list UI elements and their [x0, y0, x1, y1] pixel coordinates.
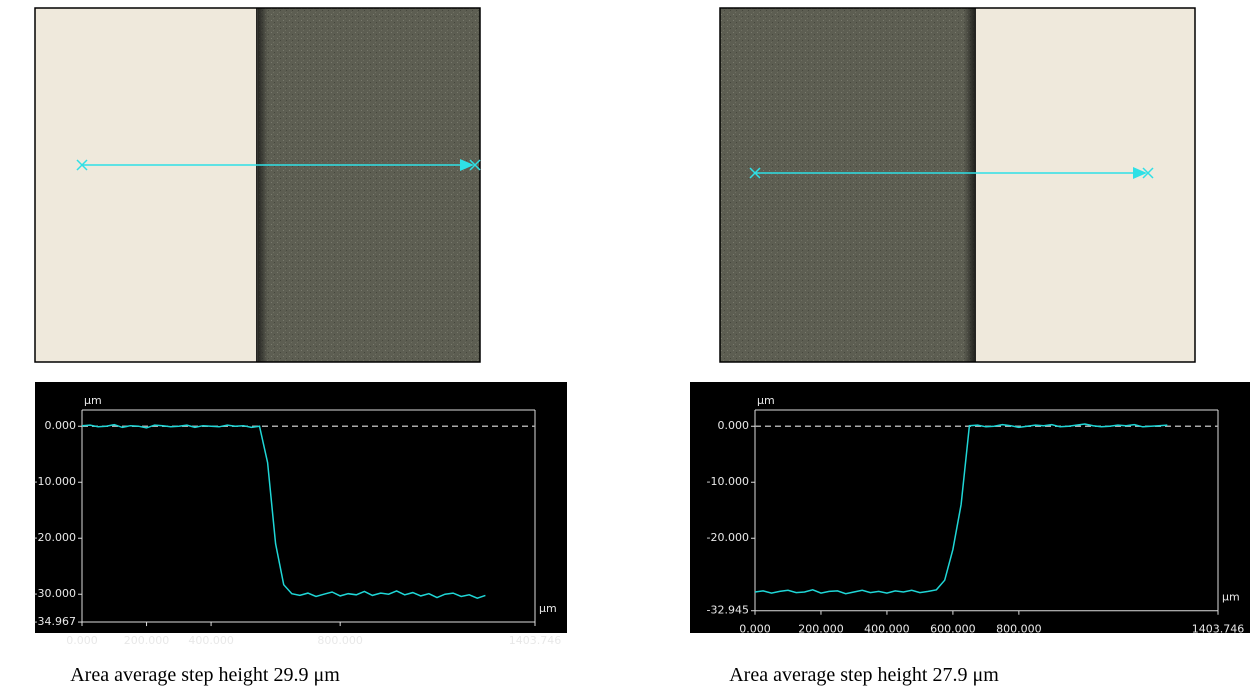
x-tick-label: 0.000 — [66, 634, 98, 647]
y-tick-label: -10.000 — [34, 475, 76, 488]
x-tick-label: 800.000 — [317, 634, 363, 647]
dark-region — [720, 8, 975, 362]
figure: 0.000 -10.000 -20.000 -30.000 -34.967 0.000 20… — [34, 7, 1250, 647]
x-tick-label: 1403.746 — [509, 634, 562, 647]
light-region — [975, 8, 1195, 362]
dark-region — [258, 8, 480, 362]
x-tick-label: 1403.746 — [1192, 623, 1245, 636]
x-tick-label: 400.000 — [864, 623, 910, 636]
y-unit-label: μm — [84, 394, 102, 407]
y-unit-label: μm — [757, 394, 775, 407]
caption: Area average step height 27.9 μm — [729, 664, 999, 686]
y-tick-label: -30.000 — [34, 587, 76, 600]
scan-marker — [76, 159, 481, 171]
profile-chart: 0.000 -10.000 -20.000 -32.945 0.000 200.000 40… — [690, 382, 1250, 636]
y-tick-label: 0.000 — [718, 419, 750, 432]
scan-arrowhead — [460, 159, 474, 171]
x-tick-label: 400.000 — [188, 634, 234, 647]
profile-line — [81, 423, 486, 600]
chart-background — [35, 382, 567, 633]
profile-chart: 0.000 -10.000 -20.000 -30.000 -34.967 0.000 20… — [34, 382, 567, 647]
x-tick-label: 200.000 — [124, 634, 170, 647]
y-tick-label: -20.000 — [707, 531, 749, 544]
x-tick-label: 600.000 — [930, 623, 976, 636]
scan-marker — [749, 167, 1154, 179]
x-tick-label: 0.000 — [739, 623, 771, 636]
y-tick-label: -10.000 — [707, 475, 749, 488]
scan-arrowhead — [1133, 167, 1147, 179]
chart-background — [690, 382, 1250, 633]
frame — [719, 7, 1196, 363]
y-tick-label: -34.967 — [34, 615, 76, 628]
light-region — [35, 8, 258, 362]
x-unit-label: μm — [539, 602, 557, 615]
profile-line — [754, 423, 1168, 595]
x-tick-label: 800.000 — [996, 623, 1042, 636]
caption: Area average step height 29.9 μm — [70, 664, 340, 686]
micrograph-left — [34, 7, 481, 363]
edge — [256, 8, 268, 362]
y-tick-label: 0.000 — [45, 419, 77, 432]
edge — [964, 8, 976, 362]
y-tick-label: -20.000 — [34, 531, 76, 544]
frame — [34, 7, 481, 363]
x-unit-label: μm — [1222, 591, 1240, 604]
x-tick-label: 200.000 — [798, 623, 844, 636]
y-tick-label: -32.945 — [707, 604, 749, 617]
micrograph-right — [719, 7, 1196, 363]
